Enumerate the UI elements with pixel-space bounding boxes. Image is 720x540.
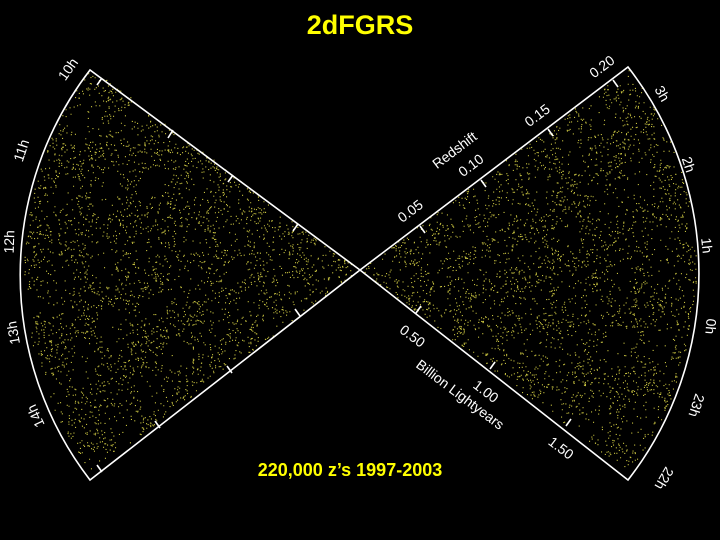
redshift-tick-0.20: 0.20: [586, 52, 618, 81]
distance-tick-1.50: 1.50: [545, 433, 577, 462]
right-hour-labels: 3h 2h 1h 0h 23h 22h: [652, 83, 720, 493]
right-wedge-frame: [358, 65, 700, 482]
redshift-tick-0.15: 0.15: [521, 101, 553, 130]
hour-label-12h: 12h: [1, 230, 18, 254]
hour-label-1h: 1h: [698, 237, 716, 254]
left-distance-ticks: [96, 77, 301, 473]
left-hour-labels: 10h 11h 12h 13h 14h: [1, 55, 82, 430]
slide-title: 2dFGRS: [306, 10, 414, 40]
distance-tick-0.50: 0.50: [397, 321, 429, 350]
hour-label-14h: 14h: [23, 402, 47, 430]
left-wedge-frame: [19, 68, 362, 482]
right-wedge-boundary: [358, 65, 700, 482]
hour-label-2h: 2h: [679, 155, 699, 175]
left-wedge-boundary: [19, 68, 362, 482]
right-distance-ticks: [415, 305, 572, 427]
hour-label-3h: 3h: [652, 83, 674, 104]
hour-label-23h: 23h: [686, 392, 708, 419]
hour-label-11h: 11h: [10, 137, 32, 163]
caption: 220,000 z’s 1997-2003: [257, 460, 443, 480]
redshift-tick-0.05: 0.05: [394, 196, 426, 225]
right-redshift-ticks: [419, 79, 619, 234]
hour-label-0h: 0h: [702, 318, 719, 335]
hour-label-10h: 10h: [55, 55, 82, 83]
hour-label-13h: 13h: [3, 320, 23, 346]
